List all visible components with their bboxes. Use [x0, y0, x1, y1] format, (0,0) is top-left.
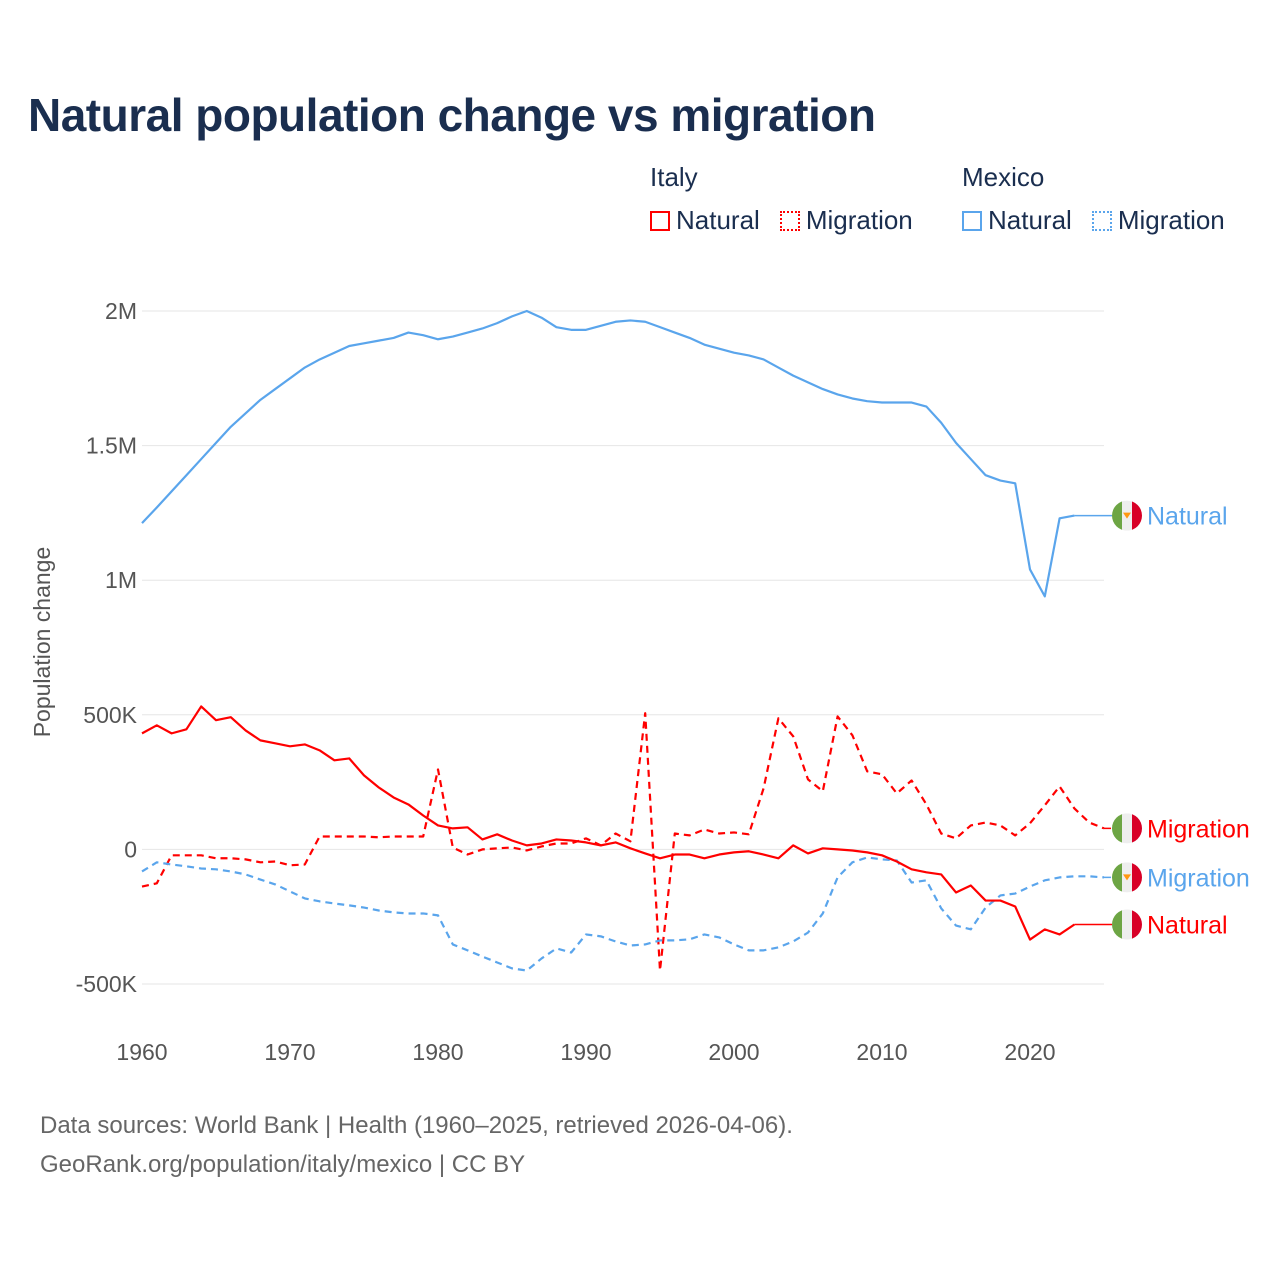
x-tick-label: 2000	[708, 1039, 759, 1065]
italy-flag-icon	[1112, 909, 1142, 940]
series-line-mexico-natural	[141, 309, 1075, 598]
x-tick-label: 2010	[856, 1039, 907, 1065]
dotted-swatch-icon	[779, 210, 800, 231]
legend-label: Natural	[988, 205, 1072, 235]
series-line-italy-natural	[141, 705, 1076, 941]
legend-item-italy-migration[interactable]: Migration	[779, 205, 913, 236]
x-tick-label: 1960	[116, 1039, 167, 1065]
flag-stripe	[1112, 500, 1123, 531]
legend-item-mexico-natural[interactable]: Natural	[962, 205, 1072, 236]
dotted-swatch-icon	[1091, 210, 1112, 231]
series-line-mexico-migration	[141, 856, 1105, 972]
x-tick-label: 1980	[412, 1039, 463, 1065]
series-end-label: Natural	[1147, 912, 1228, 940]
flag-stripe	[1112, 862, 1123, 893]
y-tick-label: 2M	[105, 298, 137, 324]
legend-item-mexico-migration[interactable]: Migration	[1091, 205, 1225, 236]
series-line-italy-migration	[141, 712, 1105, 972]
flag-stripe	[1112, 813, 1123, 844]
series-end-label: Natural	[1147, 503, 1228, 531]
footer: Data sources: World Bank | Health (1960–…	[40, 1106, 793, 1184]
y-tick-label: -500K	[76, 971, 138, 997]
y-axis-label: Population change	[29, 547, 55, 738]
series-end-label: Migration	[1147, 815, 1250, 843]
x-tick-label: 2020	[1004, 1039, 1055, 1065]
italy-flag-icon	[1112, 813, 1142, 844]
mexico-flag-icon	[1112, 862, 1142, 893]
x-tick-label: 1990	[560, 1039, 611, 1065]
attribution-link[interactable]: GeoRank.org/population/italy/mexico | CC…	[40, 1151, 526, 1178]
solid-swatch-icon	[650, 210, 670, 231]
data-source-text: Data sources: World Bank | Health (1960–…	[40, 1112, 793, 1139]
legend-item-italy-natural[interactable]: Natural	[650, 205, 760, 236]
legend-label: Migration	[1117, 205, 1225, 235]
eagle-emblem	[1123, 512, 1131, 519]
flag-stripe	[1122, 909, 1133, 940]
legend-group-label: Italy	[650, 162, 698, 192]
legend-label: Natural	[676, 205, 760, 235]
chart-title: Natural population change vs migration	[28, 89, 876, 141]
eagle-emblem	[1123, 874, 1131, 881]
x-tick-label: 1970	[264, 1039, 315, 1065]
flag-stripe	[1132, 909, 1142, 940]
series-end-label: Migration	[1147, 864, 1250, 892]
legend-label: Migration	[805, 205, 913, 235]
y-tick-label: 0	[124, 836, 137, 862]
y-tick-label: 500K	[83, 702, 137, 728]
flag-stripe	[1132, 862, 1142, 893]
mexico-flag-icon	[1112, 500, 1142, 531]
legend-group-italy: Italy Natural Migration	[650, 162, 913, 236]
y-tick-label: 1.5M	[86, 433, 137, 459]
flag-stripe	[1132, 813, 1142, 844]
solid-swatch-icon	[962, 210, 982, 231]
y-tick-label: 1M	[105, 567, 137, 593]
flag-stripe	[1112, 909, 1123, 940]
flag-stripe	[1132, 500, 1142, 531]
flag-stripe	[1122, 813, 1133, 844]
legend-group-label: Mexico	[962, 162, 1045, 192]
legend-group-mexico: Mexico Natural Migration	[962, 162, 1225, 236]
